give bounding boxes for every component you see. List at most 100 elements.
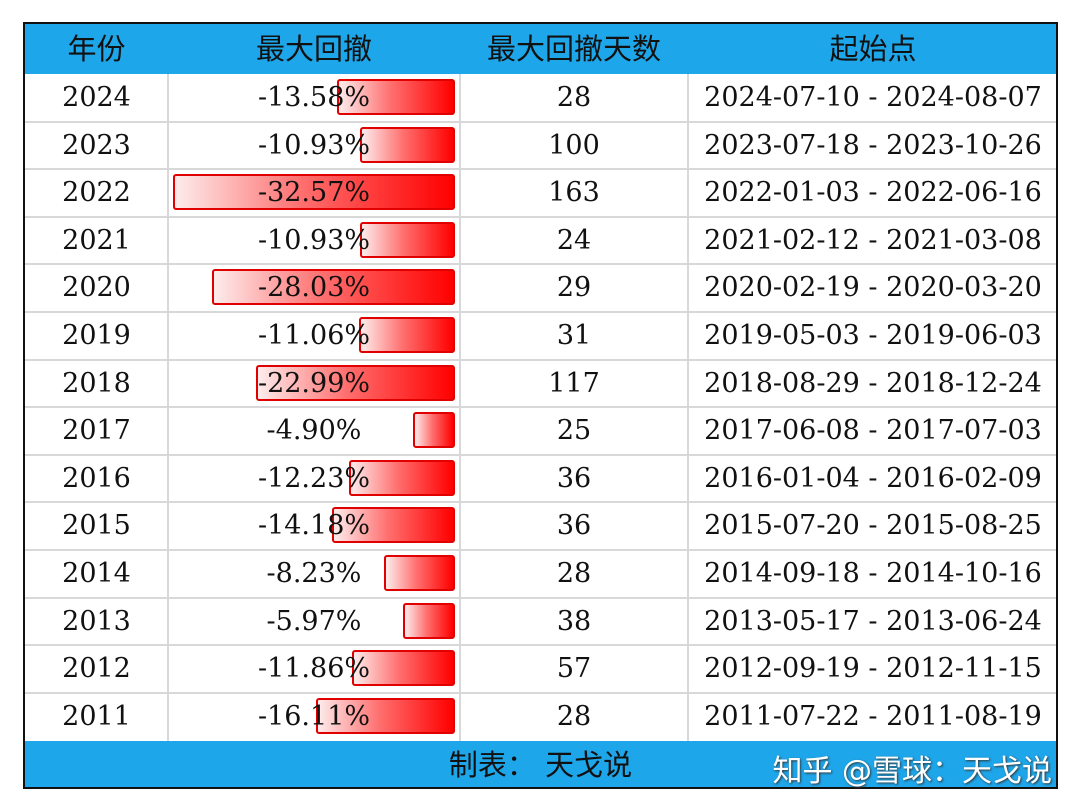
year-cell: 2013 bbox=[62, 605, 131, 637]
period-cell: 2020-02-19 - 2020-03-20 bbox=[704, 272, 1042, 304]
year-cell: 2012 bbox=[62, 653, 131, 685]
drawdown-bar bbox=[212, 269, 455, 306]
days-cell: 36 bbox=[556, 462, 592, 494]
drawdown-value: -28.03% bbox=[257, 272, 371, 304]
header-drawdown-days: 最大回撤天数 bbox=[486, 32, 661, 66]
table-row: 2017 -4.90% 25 2017-06-08 - 2017-07-03 bbox=[25, 406, 1056, 455]
column-divider bbox=[687, 74, 689, 741]
days-cell: 29 bbox=[556, 272, 592, 304]
table-footer: 制表： 天戈说 bbox=[25, 741, 1056, 787]
year-cell: 2011 bbox=[62, 700, 131, 732]
year-cell: 2024 bbox=[62, 82, 131, 113]
row-divider bbox=[25, 311, 1056, 313]
table-row: 2013 -5.97% 38 2013-05-17 - 2013-06-24 bbox=[25, 596, 1056, 646]
year-cell: 2014 bbox=[62, 558, 131, 589]
days-cell: 38 bbox=[556, 605, 592, 637]
drawdown-value: -22.99% bbox=[257, 367, 371, 399]
header-period: 起始点 bbox=[829, 32, 917, 66]
drawdown-value: -13.58% bbox=[257, 82, 371, 113]
period-cell: 2012-09-19 - 2012-11-15 bbox=[704, 653, 1042, 685]
period-cell: 2011-07-22 - 2011-08-19 bbox=[704, 700, 1042, 732]
year-cell: 2016 bbox=[62, 462, 131, 494]
header-max-drawdown: 最大回撤 bbox=[255, 32, 372, 66]
period-cell: 2015-07-20 - 2015-08-25 bbox=[704, 510, 1042, 542]
drawdown-bar bbox=[315, 697, 455, 734]
table-row: 2012 -11.86% 57 2012-09-19 - 2012-11-15 bbox=[25, 644, 1056, 693]
row-divider bbox=[25, 453, 1056, 456]
row-divider bbox=[25, 549, 1056, 551]
drawdown-bar bbox=[403, 602, 455, 639]
watermark: 知乎 @雪球：天戈说 bbox=[772, 754, 1052, 789]
year-cell: 2019 bbox=[62, 320, 131, 351]
period-cell: 2024-07-10 - 2024-08-07 bbox=[704, 82, 1042, 113]
row-divider bbox=[25, 644, 1056, 647]
row-divider bbox=[25, 358, 1056, 361]
year-cell: 2020 bbox=[62, 272, 131, 304]
row-divider bbox=[25, 120, 1056, 123]
row-divider bbox=[25, 168, 1056, 171]
table-row: 2019 -11.06% 31 2019-05-03 - 2019-06-03 bbox=[25, 311, 1056, 360]
drawdown-value: -10.93% bbox=[257, 224, 371, 256]
table-row: 2011 -16.11% 28 2011-07-22 - 2011-08-19 bbox=[25, 691, 1056, 741]
drawdown-bar bbox=[360, 221, 455, 258]
drawdown-value: -8.23% bbox=[266, 558, 362, 589]
drawdown-value: -12.23% bbox=[257, 462, 371, 494]
footer-credit: 制表： 天戈说 bbox=[448, 748, 633, 782]
table-row: 2023 -10.93% 100 2023-07-18 - 2023-10-26 bbox=[25, 120, 1056, 170]
days-cell: 57 bbox=[556, 653, 592, 685]
table-row: 2024 -13.58% 28 2024-07-10 - 2024-08-07 bbox=[25, 74, 1056, 122]
table-row: 2020 -28.03% 29 2020-02-19 - 2020-03-20 bbox=[25, 263, 1056, 312]
drawdown-bar bbox=[360, 126, 455, 163]
table-row: 2014 -8.23% 28 2014-09-18 - 2014-10-16 bbox=[25, 549, 1056, 598]
drawdown-bar bbox=[173, 174, 455, 211]
drawdown-bar bbox=[383, 555, 455, 591]
days-cell: 28 bbox=[556, 558, 592, 589]
table-row: 2022 -32.57% 163 2022-01-03 - 2022-06-16 bbox=[25, 168, 1056, 217]
period-cell: 2022-01-03 - 2022-06-16 bbox=[704, 177, 1042, 209]
days-cell: 100 bbox=[548, 129, 600, 161]
days-cell: 36 bbox=[556, 510, 592, 542]
table-row: 2018 -22.99% 117 2018-08-29 - 2018-12-24 bbox=[25, 358, 1056, 408]
days-cell: 31 bbox=[556, 320, 592, 351]
days-cell: 24 bbox=[556, 224, 592, 256]
drawdown-value: -11.86% bbox=[257, 653, 371, 685]
period-cell: 2018-08-29 - 2018-12-24 bbox=[704, 367, 1042, 399]
period-cell: 2017-06-08 - 2017-07-03 bbox=[704, 415, 1042, 447]
days-cell: 117 bbox=[548, 367, 600, 399]
drawdown-bar bbox=[352, 650, 455, 687]
drawdown-table: 年份 最大回撤 最大回撤天数 起始点 2024 -13.58% 28 2024-07-… bbox=[23, 22, 1058, 789]
drawdown-bar bbox=[412, 412, 455, 449]
days-cell: 28 bbox=[556, 700, 592, 732]
drawdown-bar bbox=[349, 459, 455, 496]
header-year: 年份 bbox=[67, 32, 126, 66]
drawdown-bar bbox=[359, 317, 455, 353]
period-cell: 2023-07-18 - 2023-10-26 bbox=[704, 129, 1042, 161]
table-header: 年份 最大回撤 最大回撤天数 起始点 bbox=[25, 24, 1056, 74]
row-divider bbox=[25, 215, 1056, 218]
period-cell: 2019-05-03 - 2019-06-03 bbox=[704, 320, 1042, 351]
drawdown-bar bbox=[255, 364, 455, 401]
year-cell: 2018 bbox=[62, 367, 131, 399]
table-row: 2021 -10.93% 24 2021-02-12 - 2021-03-08 bbox=[25, 215, 1056, 265]
table-row: 2016 -12.23% 36 2016-01-04 - 2016-02-09 bbox=[25, 453, 1056, 503]
column-divider bbox=[167, 74, 169, 741]
year-cell: 2022 bbox=[62, 177, 131, 209]
year-cell: 2015 bbox=[62, 510, 131, 542]
drawdown-value: -11.06% bbox=[257, 320, 371, 351]
period-cell: 2013-05-17 - 2013-06-24 bbox=[704, 605, 1042, 637]
year-cell: 2021 bbox=[62, 224, 131, 256]
period-cell: 2016-01-04 - 2016-02-09 bbox=[704, 462, 1042, 494]
row-divider bbox=[25, 263, 1056, 266]
row-divider bbox=[25, 596, 1056, 599]
period-cell: 2021-02-12 - 2021-03-08 bbox=[704, 224, 1042, 256]
row-divider bbox=[25, 406, 1056, 409]
days-cell: 25 bbox=[556, 415, 592, 447]
drawdown-value: -14.18% bbox=[257, 510, 371, 542]
days-cell: 163 bbox=[548, 177, 600, 209]
drawdown-value: -16.11% bbox=[257, 700, 371, 732]
row-divider bbox=[25, 691, 1056, 694]
drawdown-value: -5.97% bbox=[266, 605, 362, 637]
column-divider bbox=[459, 74, 461, 741]
drawdown-bar bbox=[332, 507, 455, 544]
drawdown-value: -10.93% bbox=[257, 129, 371, 161]
